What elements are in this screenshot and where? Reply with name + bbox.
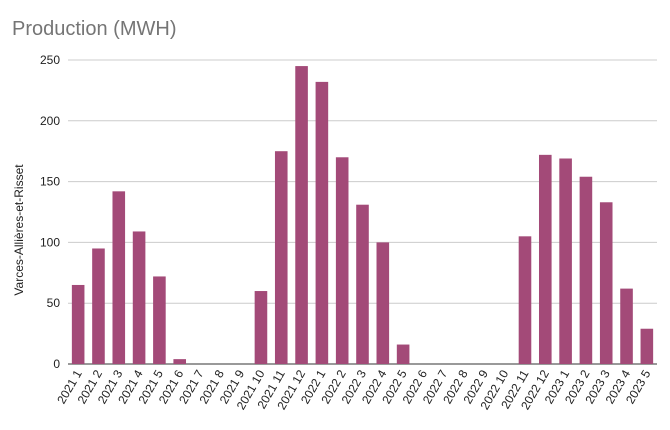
bar [579, 176, 593, 364]
bar [356, 204, 369, 364]
bar [396, 344, 410, 364]
bar [132, 231, 146, 364]
bar [620, 288, 633, 364]
bar [335, 157, 349, 364]
y-tick-label: 250 [40, 53, 60, 67]
bar [640, 328, 654, 364]
y-tick-label: 150 [40, 175, 60, 189]
bar [315, 81, 329, 364]
bar [559, 158, 572, 364]
bar [538, 154, 552, 364]
bar [173, 359, 187, 364]
bar [254, 291, 268, 364]
y-tick-label: 200 [40, 114, 60, 128]
bar [274, 151, 288, 364]
bar [599, 202, 613, 364]
bar [92, 248, 105, 364]
y-tick-label: 0 [53, 357, 60, 371]
y-axis-ticks: 0 50 100 150 200 250 [40, 53, 60, 371]
chart-title: Production (MWH) [12, 18, 177, 40]
y-tick-label: 100 [40, 235, 60, 249]
bar [71, 284, 85, 364]
bar [518, 236, 532, 364]
y-axis-label: Varces-Allières-et-Risset [12, 164, 26, 296]
bar [376, 242, 390, 364]
y-tick-label: 50 [47, 296, 61, 310]
bar [153, 276, 166, 364]
bar [295, 66, 308, 364]
bar [112, 191, 126, 364]
bars [71, 66, 654, 364]
